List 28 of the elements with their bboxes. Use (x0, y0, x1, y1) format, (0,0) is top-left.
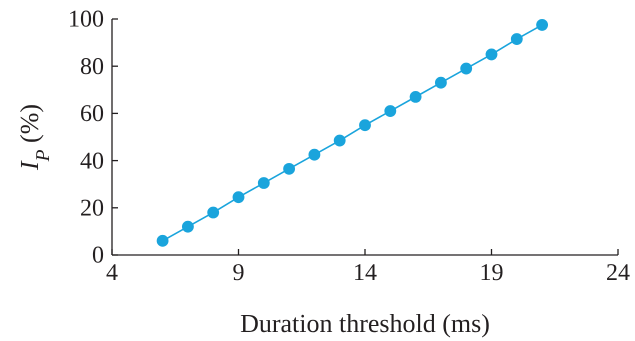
y-tick-label: 20 (80, 195, 104, 222)
y-tick-label: 80 (80, 54, 104, 80)
point (182, 220, 194, 233)
point (536, 18, 548, 31)
x-axis-title: Duration threshold (ms) (240, 309, 490, 338)
y-tick-label: 0 (92, 242, 104, 269)
x-tick-label: 14 (353, 260, 377, 286)
point (283, 162, 296, 175)
x-tick-label: 19 (480, 260, 504, 286)
point (460, 62, 472, 74)
y-tick-label: 100 (68, 6, 104, 33)
point (359, 119, 371, 132)
y-tick-label: 60 (80, 101, 104, 128)
point (334, 134, 346, 146)
point (232, 191, 244, 204)
point (258, 177, 270, 189)
point (207, 206, 220, 218)
point (156, 234, 169, 247)
point (510, 33, 523, 45)
point (486, 48, 498, 60)
point (434, 76, 447, 89)
x-tick-label: 9 (232, 260, 244, 286)
y-tick-label: 40 (80, 148, 104, 174)
point (308, 148, 320, 161)
point (410, 90, 422, 103)
point (384, 105, 396, 117)
x-tick-label: 24 (606, 260, 630, 286)
x-tick-label: 4 (106, 260, 118, 286)
